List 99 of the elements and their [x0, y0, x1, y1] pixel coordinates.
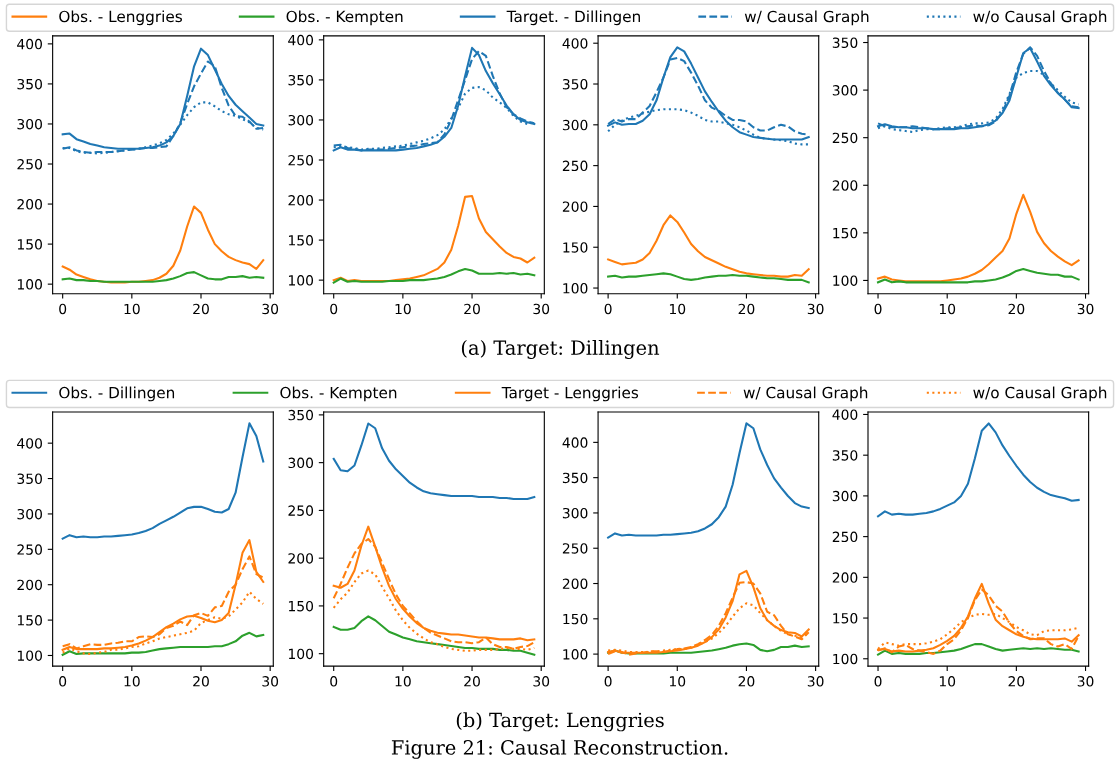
y-tick-label: 150 — [563, 242, 588, 253]
y-tick-label: 400 — [562, 38, 588, 49]
legend-label: w/ Causal Graph — [744, 10, 869, 26]
legend-label: w/o Causal Graph — [973, 386, 1107, 402]
y-tick-label: 200 — [17, 199, 42, 210]
y-tick-label: 150 — [833, 227, 858, 239]
y-tick-label: 350 — [832, 37, 858, 48]
y-tick-label: 150 — [17, 615, 42, 626]
y-tick-label: 100 — [17, 650, 42, 661]
y-tick-label: 200 — [17, 579, 42, 591]
x-tick-label: 10 — [124, 676, 140, 687]
y-tick-label: 250 — [832, 132, 858, 144]
x-tick-label: 0 — [604, 303, 612, 315]
y-tick-label: 250 — [832, 531, 858, 543]
y-tick-label: 400 — [832, 409, 858, 420]
x-tick-label: 0 — [330, 676, 338, 687]
x-tick-label: 30 — [533, 303, 550, 315]
y-tick-label: 200 — [832, 180, 858, 191]
x-tick-label: 10 — [395, 676, 411, 687]
y-tick-label: 250 — [17, 158, 42, 170]
y-tick-label: 200 — [288, 553, 314, 564]
x-tick-label: 20 — [193, 676, 209, 687]
x-tick-label: 20 — [738, 303, 755, 315]
y-tick-label: 350 — [832, 450, 858, 461]
y-tick-label: 250 — [562, 543, 588, 554]
y-tick-label: 200 — [562, 578, 588, 589]
legend-label: Target - Lenggries — [501, 386, 639, 402]
x-tick-label: 20 — [1008, 303, 1025, 315]
x-tick-label: 0 — [330, 303, 338, 315]
y-tick-label: 150 — [288, 600, 314, 612]
y-tick-label: 400 — [17, 38, 42, 50]
y-tick-label: 300 — [17, 118, 42, 130]
y-tick-label: 200 — [562, 201, 588, 212]
caption: Figure 21: Causal Reconstruction. — [391, 739, 728, 759]
x-tick-label: 20 — [738, 676, 755, 687]
y-tick-label: 400 — [288, 34, 314, 46]
y-tick-label: 100 — [17, 279, 42, 290]
y-tick-label: 250 — [288, 154, 314, 166]
x-tick-label: 20 — [193, 303, 209, 315]
y-tick-label: 350 — [17, 473, 42, 485]
x-tick-label: 0 — [59, 303, 67, 315]
y-tick-label: 150 — [563, 613, 588, 625]
y-tick-label: 350 — [288, 74, 314, 86]
y-tick-label: 250 — [288, 505, 314, 516]
y-tick-label: 100 — [563, 649, 588, 660]
y-tick-label: 350 — [562, 78, 588, 90]
y-tick-label: 300 — [288, 114, 314, 126]
y-tick-label: 100 — [833, 275, 858, 286]
y-tick-label: 250 — [17, 544, 42, 555]
x-tick-label: 30 — [807, 676, 824, 687]
y-tick-label: 300 — [832, 85, 858, 96]
legend-label: Target. - Dillingen — [506, 10, 640, 26]
x-tick-label: 30 — [1077, 676, 1094, 687]
y-tick-label: 150 — [288, 235, 314, 246]
y-tick-label: 100 — [288, 275, 314, 286]
x-tick-label: 20 — [1008, 676, 1025, 687]
x-tick-label: 0 — [59, 676, 67, 687]
y-tick-label: 300 — [562, 507, 588, 519]
x-tick-label: 10 — [395, 303, 411, 315]
legend-label: w/o Causal Graph — [973, 10, 1107, 26]
x-tick-label: 30 — [807, 303, 824, 315]
text: (b) Target: Lenggries — [456, 712, 664, 732]
text: (a) Target: Dillingen — [461, 339, 660, 359]
legend-label: Obs. - Dillingen — [59, 386, 175, 402]
y-tick-label: 300 — [288, 457, 314, 469]
x-tick-label: 30 — [262, 676, 279, 687]
y-tick-label: 300 — [832, 490, 858, 502]
y-tick-label: 100 — [833, 653, 858, 665]
x-tick-label: 10 — [669, 676, 686, 687]
y-tick-label: 250 — [562, 160, 588, 172]
y-tick-label: 350 — [562, 472, 588, 484]
x-tick-label: 30 — [1077, 303, 1094, 315]
y-tick-label: 350 — [288, 409, 314, 421]
x-tick-label: 10 — [124, 303, 140, 315]
x-tick-label: 10 — [939, 303, 956, 315]
x-tick-label: 0 — [874, 676, 882, 687]
y-tick-label: 100 — [563, 283, 588, 294]
y-tick-label: 350 — [17, 78, 42, 90]
y-tick-label: 150 — [833, 613, 858, 624]
x-tick-label: 30 — [262, 303, 279, 315]
y-tick-label: 400 — [562, 437, 588, 448]
legend-label: w/ Causal Graph — [743, 386, 868, 402]
y-tick-label: 200 — [288, 195, 314, 206]
y-tick-label: 400 — [17, 438, 42, 449]
legend-label: Obs. - Kempten — [286, 10, 403, 26]
legend-label: Obs. - Lenggries — [59, 10, 182, 26]
x-tick-label: 30 — [533, 676, 550, 687]
x-tick-label: 20 — [464, 303, 480, 315]
y-tick-label: 300 — [17, 508, 42, 520]
y-tick-label: 100 — [288, 648, 314, 660]
y-tick-label: 200 — [832, 572, 858, 583]
x-tick-label: 0 — [604, 676, 612, 687]
x-tick-label: 10 — [669, 303, 686, 315]
x-tick-label: 20 — [464, 676, 480, 687]
legend-label: Obs. - Kempten — [280, 386, 397, 402]
x-tick-label: 0 — [874, 303, 882, 315]
x-tick-label: 10 — [939, 676, 956, 687]
y-tick-label: 150 — [17, 239, 42, 250]
y-tick-label: 300 — [562, 119, 588, 131]
